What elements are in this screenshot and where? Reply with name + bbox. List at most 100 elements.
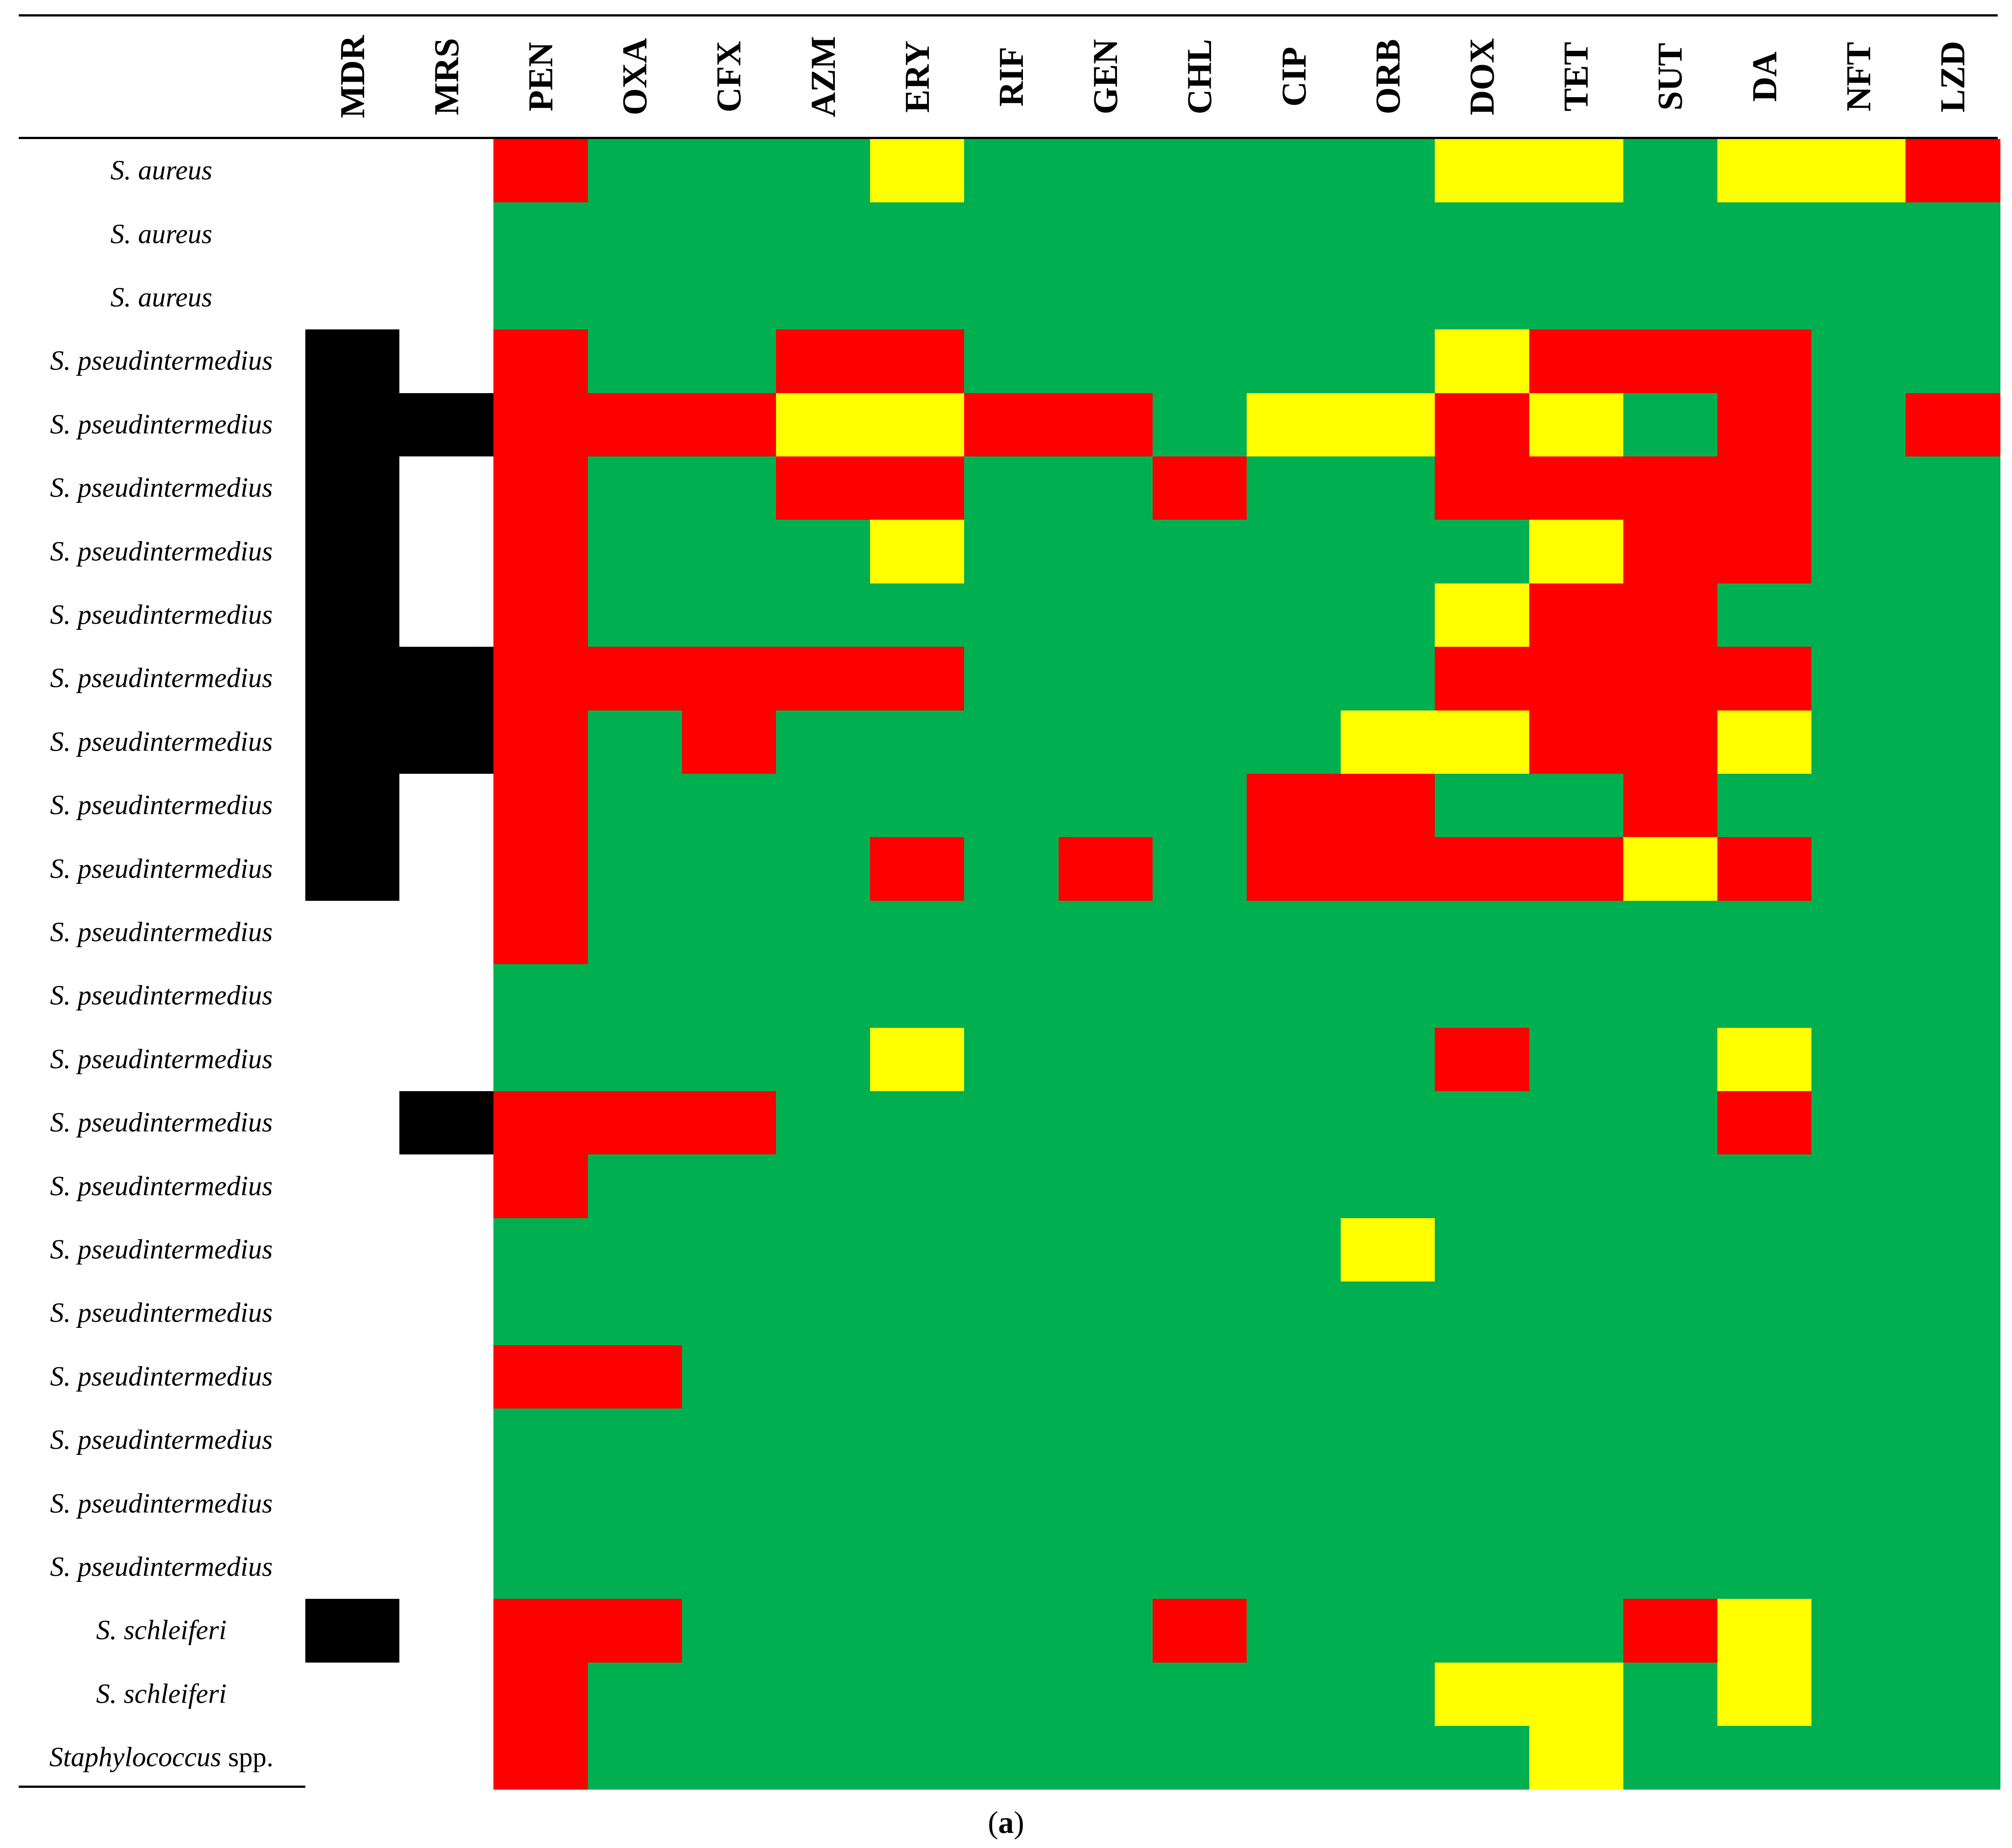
heatmap-cell-chl	[1153, 202, 1247, 267]
heatmap-cell-pen	[493, 837, 588, 901]
column-header-lzd: LZD	[1933, 41, 1972, 113]
heatmap-cell-oxa	[588, 1726, 682, 1790]
heatmap-cell-gen	[1059, 1154, 1153, 1219]
heatmap-cell-cfx	[682, 774, 776, 838]
heatmap-cell-dox	[1435, 964, 1530, 1028]
heatmap-cell-chl	[1153, 456, 1247, 520]
row-label-species: S. pseudintermedius	[50, 854, 273, 884]
heatmap-cell-sut	[1623, 1028, 1718, 1092]
heatmap-cell-orb	[1341, 901, 1435, 965]
heatmap-cell-cfx	[682, 1345, 776, 1409]
heatmap-cell-oxa	[588, 647, 682, 711]
heatmap-cell-dox	[1435, 1599, 1530, 1663]
heatmap-cell-nft	[1811, 139, 1906, 203]
heatmap-cell-chl	[1153, 1154, 1247, 1219]
heatmap-cell-azm	[776, 1663, 870, 1726]
heatmap-cell-dox	[1435, 774, 1530, 838]
heatmap-cell-mdr	[305, 1091, 400, 1155]
heatmap-cell-mdr	[305, 393, 400, 457]
heatmap-cell-sut	[1623, 202, 1718, 267]
heatmap-cell-gen	[1059, 1599, 1153, 1663]
heatmap-cell-sut	[1623, 1091, 1718, 1155]
heatmap-cell-mrs	[399, 520, 494, 584]
heatmap-cell-cip	[1247, 139, 1341, 203]
heatmap-cell-orb	[1341, 1345, 1435, 1409]
heatmap-cell-mdr	[305, 1726, 400, 1790]
heatmap-cell-azm	[776, 456, 870, 520]
row-label: S. schleiferi	[96, 1615, 227, 1647]
heatmap-cell-rif	[964, 1154, 1059, 1219]
heatmap-cell-nft	[1811, 393, 1906, 457]
heatmap-cell-cip	[1247, 202, 1341, 267]
heatmap-cell-oxa	[588, 837, 682, 901]
row-label: S. pseudintermedius	[50, 663, 272, 694]
row-label-species: S. schleiferi	[96, 1679, 227, 1709]
row-label: Staphylococcus spp.	[49, 1742, 274, 1774]
row-label-species: S. pseudintermedius	[50, 472, 273, 503]
column-header-ery: ERY	[897, 41, 936, 113]
heatmap-cell-tet	[1529, 520, 1624, 584]
heatmap-cell-orb	[1341, 710, 1435, 774]
heatmap-cell-dox	[1435, 1281, 1530, 1346]
heatmap-cell-dox	[1435, 456, 1530, 520]
heatmap-cell-cfx	[682, 520, 776, 584]
heatmap-cell-oxa	[588, 774, 682, 838]
row-label-species: S. pseudintermedius	[50, 1107, 273, 1138]
heatmap-cell-orb	[1341, 202, 1435, 267]
heatmap-cell-oxa	[588, 1154, 682, 1219]
heatmap-cell-mrs	[399, 393, 494, 457]
heatmap-cell-pen	[493, 1028, 588, 1092]
heatmap-cell-ery	[870, 202, 965, 267]
heatmap-cell-dox	[1435, 1409, 1530, 1472]
heatmap-cell-azm	[776, 1154, 870, 1219]
heatmap-cell-rif	[964, 1663, 1059, 1726]
heatmap-cell-rif	[964, 329, 1059, 394]
heatmap-cell-orb	[1341, 1663, 1435, 1726]
heatmap-cell-oxa	[588, 1599, 682, 1663]
heatmap-cell-gen	[1059, 837, 1153, 901]
heatmap-cell-gen	[1059, 964, 1153, 1028]
heatmap-cell-mrs	[399, 1345, 494, 1409]
heatmap-cell-lzd	[1905, 774, 2000, 838]
row-label: S. schleiferi	[96, 1678, 227, 1710]
row-label-species: S. pseudintermedius	[50, 1171, 273, 1202]
heatmap-cell-cip	[1247, 964, 1341, 1028]
heatmap-cell-sut	[1623, 1345, 1718, 1409]
heatmap-cell-chl	[1153, 329, 1247, 394]
row-label: S. pseudintermedius	[50, 1043, 272, 1075]
heatmap-cell-pen	[493, 1472, 588, 1536]
heatmap-cell-oxa	[588, 393, 682, 457]
heatmap-cell-da	[1717, 1409, 1812, 1472]
heatmap-cell-azm	[776, 1028, 870, 1092]
heatmap-cell-orb	[1341, 1218, 1435, 1282]
heatmap-cell-ery	[870, 1218, 965, 1282]
heatmap-cell-cip	[1247, 329, 1341, 394]
heatmap-cell-mrs	[399, 139, 494, 203]
column-header-dox: DOX	[1462, 38, 1501, 115]
heatmap-cell-sut	[1623, 774, 1718, 838]
heatmap-cell-cip	[1247, 837, 1341, 901]
heatmap-cell-pen	[493, 1663, 588, 1726]
heatmap-cell-azm	[776, 202, 870, 267]
heatmap-cell-rif	[964, 139, 1059, 203]
heatmap-cell-pen	[493, 774, 588, 838]
heatmap-cell-gen	[1059, 1663, 1153, 1726]
heatmap-cell-azm	[776, 1472, 870, 1536]
row-label-species: S. aureus	[110, 219, 213, 250]
heatmap-cell-ery	[870, 1028, 965, 1092]
heatmap-cell-tet	[1529, 901, 1624, 965]
row-label-species: S. pseudintermedius	[50, 536, 273, 567]
heatmap-cell-ery	[870, 1409, 965, 1472]
heatmap-cell-orb	[1341, 1154, 1435, 1219]
row-label: S. pseudintermedius	[50, 1425, 272, 1456]
heatmap-cell-pen	[493, 139, 588, 203]
heatmap-cell-pen	[493, 329, 588, 394]
row-label: S. pseudintermedius	[50, 1552, 272, 1583]
heatmap-cell-rif	[964, 710, 1059, 774]
heatmap-cell-tet	[1529, 1154, 1624, 1219]
heatmap-cell-pen	[493, 456, 588, 520]
heatmap-cell-cip	[1247, 1028, 1341, 1092]
heatmap-cell-ery	[870, 1154, 965, 1219]
heatmap-cell-ery	[870, 1663, 965, 1726]
heatmap-cell-dox	[1435, 1154, 1530, 1219]
